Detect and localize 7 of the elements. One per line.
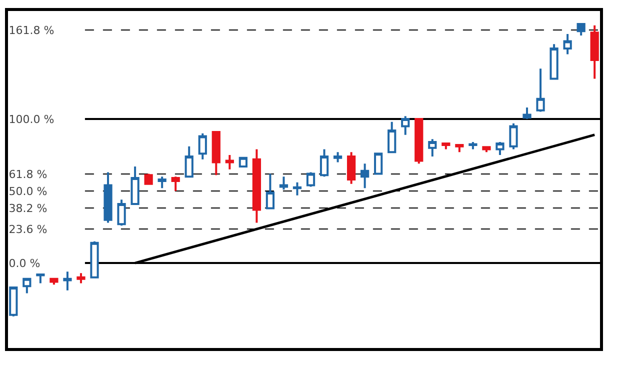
y-tick-label: 61.8 % [8, 168, 48, 181]
y-tick-label: 100.0 % [8, 112, 54, 126]
y-tick-label: 50.0 % [8, 184, 48, 198]
y-tick-label: 23.6 % [8, 222, 48, 236]
y-tick-label: 161.8 % [8, 24, 54, 37]
y-tick-label: 0.0 % [8, 256, 40, 270]
y-tick-label: 38.2 % [8, 202, 48, 215]
